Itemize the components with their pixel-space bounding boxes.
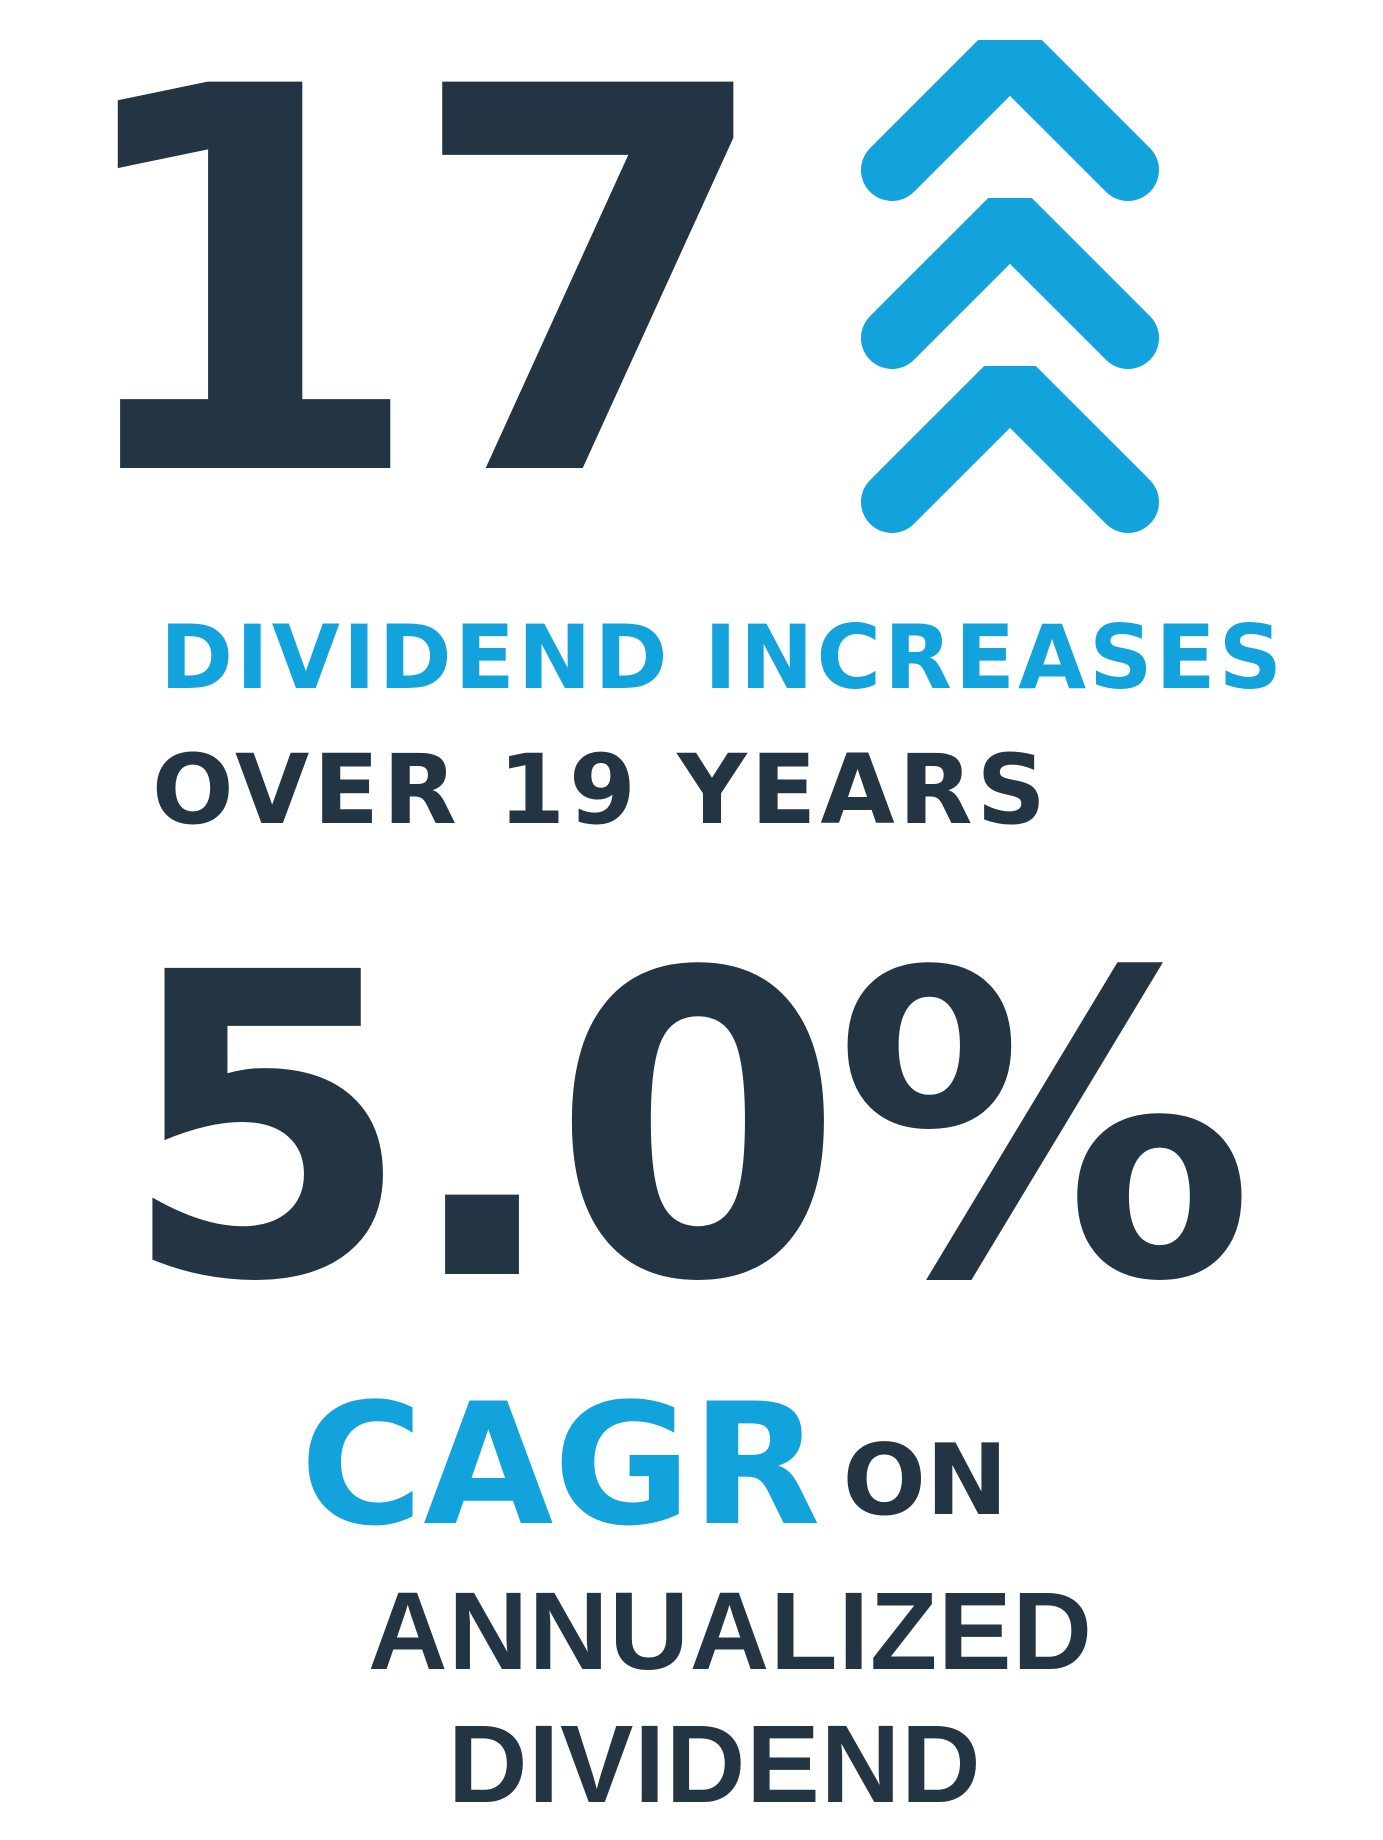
chevron-up-icon-top bbox=[861, 40, 1159, 201]
cagr-label: CAGR bbox=[300, 1367, 821, 1563]
on-label: ON bbox=[842, 1424, 1008, 1538]
dividend-label: DIVIDEND bbox=[448, 1703, 982, 1826]
dividend-increases-label: DIVIDEND INCREASES bbox=[160, 606, 1285, 709]
cagr-percentage: 5.0% bbox=[120, 885, 1255, 1374]
triple-chevron-up-icon bbox=[861, 40, 1159, 533]
chevron-up-icon-middle bbox=[861, 189, 1159, 369]
over-years-label: OVER 19 YEARS bbox=[152, 734, 1050, 846]
dividend-increase-count: 17 bbox=[58, 0, 776, 593]
annualized-label: ANNUALIZED bbox=[368, 1570, 1093, 1693]
chevron-up-icon-bottom bbox=[861, 353, 1159, 533]
cagr-row: CAGR ON bbox=[300, 1375, 1008, 1555]
